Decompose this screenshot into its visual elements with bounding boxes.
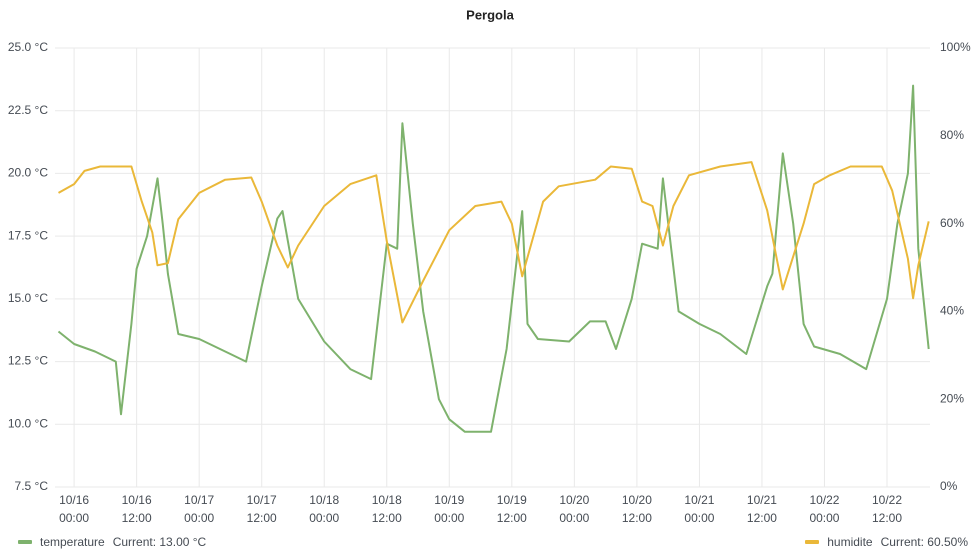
y-tick-label: 25.0 °C [8,40,48,54]
x-tick-label: 10/21 12:00 [746,493,777,525]
legend-swatch [18,540,32,544]
x-tick-label: 10/19 12:00 [496,493,527,525]
y-tick-label: 20.0 °C [8,166,48,180]
x-tick-label: 10/19 00:00 [434,493,465,525]
y-tick-label: 10.0 °C [8,416,48,430]
y2-tick-label: 80% [940,128,964,142]
y2-tick-label: 60% [940,216,964,230]
x-tick-label: 10/16 12:00 [121,493,152,525]
y-tick-label: 22.5 °C [8,103,48,117]
legend-value: Current: 60.50% [880,535,968,549]
series-line [58,161,930,324]
x-tick-label: 10/18 00:00 [309,493,340,525]
y-tick-label: 15.0 °C [8,291,48,305]
legend-name: temperature [40,535,105,549]
y-tick-label: 12.5 °C [8,354,48,368]
x-tick-label: 10/20 00:00 [559,493,590,525]
y2-tick-label: 100% [940,40,971,54]
legend-item: humidite Current: 60.50% [805,535,968,549]
x-tick-label: 10/22 12:00 [871,493,903,525]
x-tick-label: 10/22 00:00 [809,493,840,525]
x-tick-label: 10/16 00:00 [59,493,90,525]
x-tick-label: 10/18 12:00 [371,493,402,525]
y2-tick-label: 0% [940,479,958,493]
legend-name: humidite [827,535,873,549]
legend-value: Current: 13.00 °C [112,535,207,549]
y2-tick-label: 20% [940,391,964,405]
x-tick-label: 10/20 12:00 [621,493,652,525]
legend-item: temperature Current: 13.00 °C [18,535,206,549]
x-tick-label: 10/21 00:00 [684,493,715,525]
y2-tick-label: 40% [940,304,964,318]
x-tick-label: 10/17 12:00 [246,493,277,525]
series-line [57,84,930,433]
chart-title: Pergola [466,7,514,22]
y-tick-label: 17.5 °C [8,228,48,242]
legend-swatch [805,540,820,544]
y-tick-label: 7.5 °C [15,479,49,493]
x-tick-label: 10/17 00:00 [184,493,215,525]
